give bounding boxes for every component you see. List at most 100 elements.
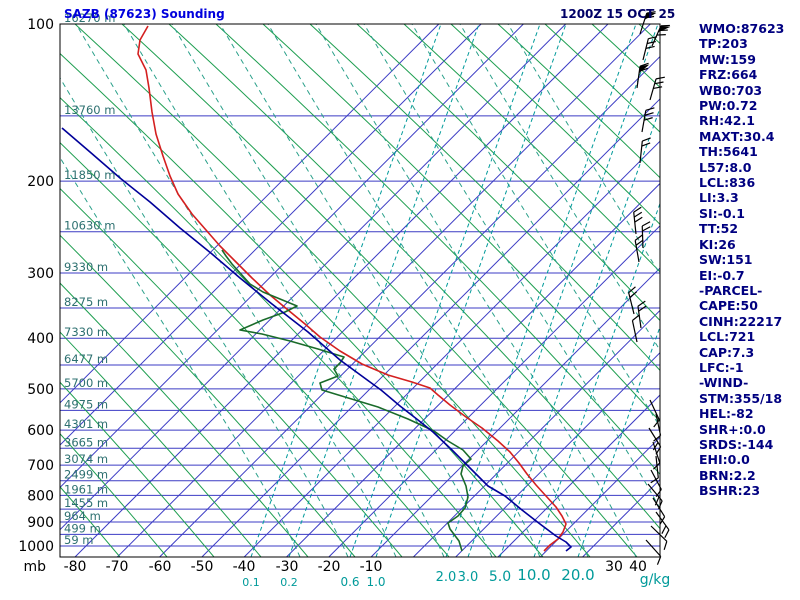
height-label: 11850 m (64, 168, 115, 182)
panel-line: -PARCEL- (699, 282, 763, 298)
isotherm-line (74, 24, 609, 557)
dry-adiabat-line (60, 234, 356, 557)
dry-adiabat-line (309, 24, 660, 372)
panel-line: BSHR:23 (699, 483, 761, 499)
isotherm-line (60, 24, 440, 404)
moist-adiabat-line (267, 24, 589, 557)
wind-barb (649, 399, 660, 428)
dry-adiabat-line (215, 24, 660, 476)
mixing-ratio-label: 1.0 (366, 575, 385, 589)
dry-adiabat-line (497, 24, 660, 179)
dry-adiabat-line (60, 187, 403, 557)
pressure-tick-label: 600 (27, 423, 54, 439)
dry-adiabat-line (60, 52, 544, 557)
mixing-ratio-label: 2.0 (436, 570, 457, 585)
wind-barb (650, 525, 668, 550)
isotherm-line (413, 309, 660, 557)
sounding-curves (61, 25, 572, 552)
wind-barb (639, 137, 651, 164)
mixing-ratio-line (445, 24, 637, 557)
wind-barb (628, 286, 638, 315)
wind-barb (645, 539, 662, 565)
height-label: 499 m (64, 521, 101, 535)
dewpoint-curve (221, 249, 472, 552)
panel-line: WB0:703 (699, 82, 763, 98)
temperature-curve (137, 25, 567, 552)
moist-adiabat-line (171, 24, 493, 557)
panel-line: CINH:22217 (699, 313, 783, 329)
grid (60, 24, 660, 557)
panel-line: KI:26 (699, 236, 736, 252)
dry-adiabat-line (544, 24, 660, 133)
temp-tick-label: 30 (605, 559, 623, 575)
dry-adiabat-line (60, 381, 215, 557)
isotherm-line (370, 267, 660, 557)
dry-adiabat-line (121, 24, 638, 557)
wind-barb (642, 36, 658, 61)
height-label: 1455 m (64, 496, 108, 510)
dry-adiabat-line (60, 142, 450, 557)
panel-line: EI:-0.7 (699, 267, 745, 283)
parcel-curve (61, 127, 572, 552)
isotherm-line (243, 140, 660, 557)
panel-line: CAPE:50 (699, 298, 758, 314)
height-label: 16270 m (64, 11, 115, 25)
wind-barb (641, 107, 655, 133)
height-label: 5700 m (64, 376, 108, 390)
wind-barb (633, 206, 643, 235)
height-label: 59 m (64, 533, 94, 547)
temp-tick-label: -20 (318, 559, 341, 575)
moist-adiabat-line (60, 76, 349, 557)
height-label: 964 m (64, 509, 101, 523)
height-label: 6477 m (64, 352, 108, 366)
panel-line: TT:52 (699, 221, 739, 237)
dry-adiabat-line (74, 24, 591, 557)
height-label: 2499 m (64, 468, 108, 482)
mixing-ratio-label: 0.2 (280, 576, 298, 589)
isotherm-line (159, 55, 660, 557)
wind-barb (631, 314, 640, 343)
panel-line: SRDS:-144 (699, 436, 774, 452)
panel-line: TH:5641 (699, 144, 758, 160)
pressure-unit-label: mb (23, 559, 46, 575)
dry-adiabat-line (60, 433, 168, 557)
panel-line: STM:355/18 (699, 390, 783, 406)
indices-panel: WMO:87623 TP:203 MW:159 FRZ:664 WB0:703 PW:0.… (699, 21, 799, 499)
panel-line: PW:0.72 (699, 98, 758, 114)
panel-line: MAXT:30.4 (699, 128, 775, 144)
dry-adiabat-line (450, 24, 660, 225)
isotherm-line (286, 182, 660, 557)
mixing-ratio-label: 0.1 (242, 576, 260, 589)
wind-barb-column (628, 11, 671, 565)
panel-line: LFC:-1 (699, 359, 744, 375)
dry-adiabat-line (60, 282, 309, 557)
dry-adiabat-line (356, 24, 660, 322)
wind-barb (637, 300, 647, 329)
wind-barb (653, 413, 662, 442)
isotherm-line (60, 24, 482, 446)
pressure-tick-label: 1000 (18, 539, 54, 555)
mixing-ratio-line (467, 24, 659, 557)
panel-line: TP:203 (699, 36, 748, 52)
panel-line: EHI:0.0 (699, 452, 750, 468)
mixing-ratio-label: 5.0 (489, 569, 511, 585)
panel-line: HEL:-82 (699, 406, 754, 422)
pressure-tick-label: 400 (27, 331, 54, 347)
mixing-ratio-line (533, 202, 660, 557)
wind-barb (651, 24, 671, 47)
height-label: 8275 m (64, 295, 108, 309)
dry-adiabat-line (60, 97, 497, 557)
isotherm-line (60, 24, 524, 489)
isotherm-line (60, 24, 567, 531)
temp-tick-label: -10 (360, 559, 383, 575)
height-label: 7330 m (64, 325, 108, 339)
isotherm-line (201, 98, 660, 557)
pressure-tick-label: 100 (27, 17, 54, 33)
wind-barb (649, 76, 665, 101)
moist-adiabat-line (363, 24, 660, 510)
panel-line: LCL:721 (699, 329, 756, 345)
temp-tick-label: -70 (106, 559, 129, 575)
panel-line: LI:3.3 (699, 190, 739, 206)
temp-tick-label: -30 (276, 559, 299, 575)
moist-adiabat-line (315, 24, 637, 557)
